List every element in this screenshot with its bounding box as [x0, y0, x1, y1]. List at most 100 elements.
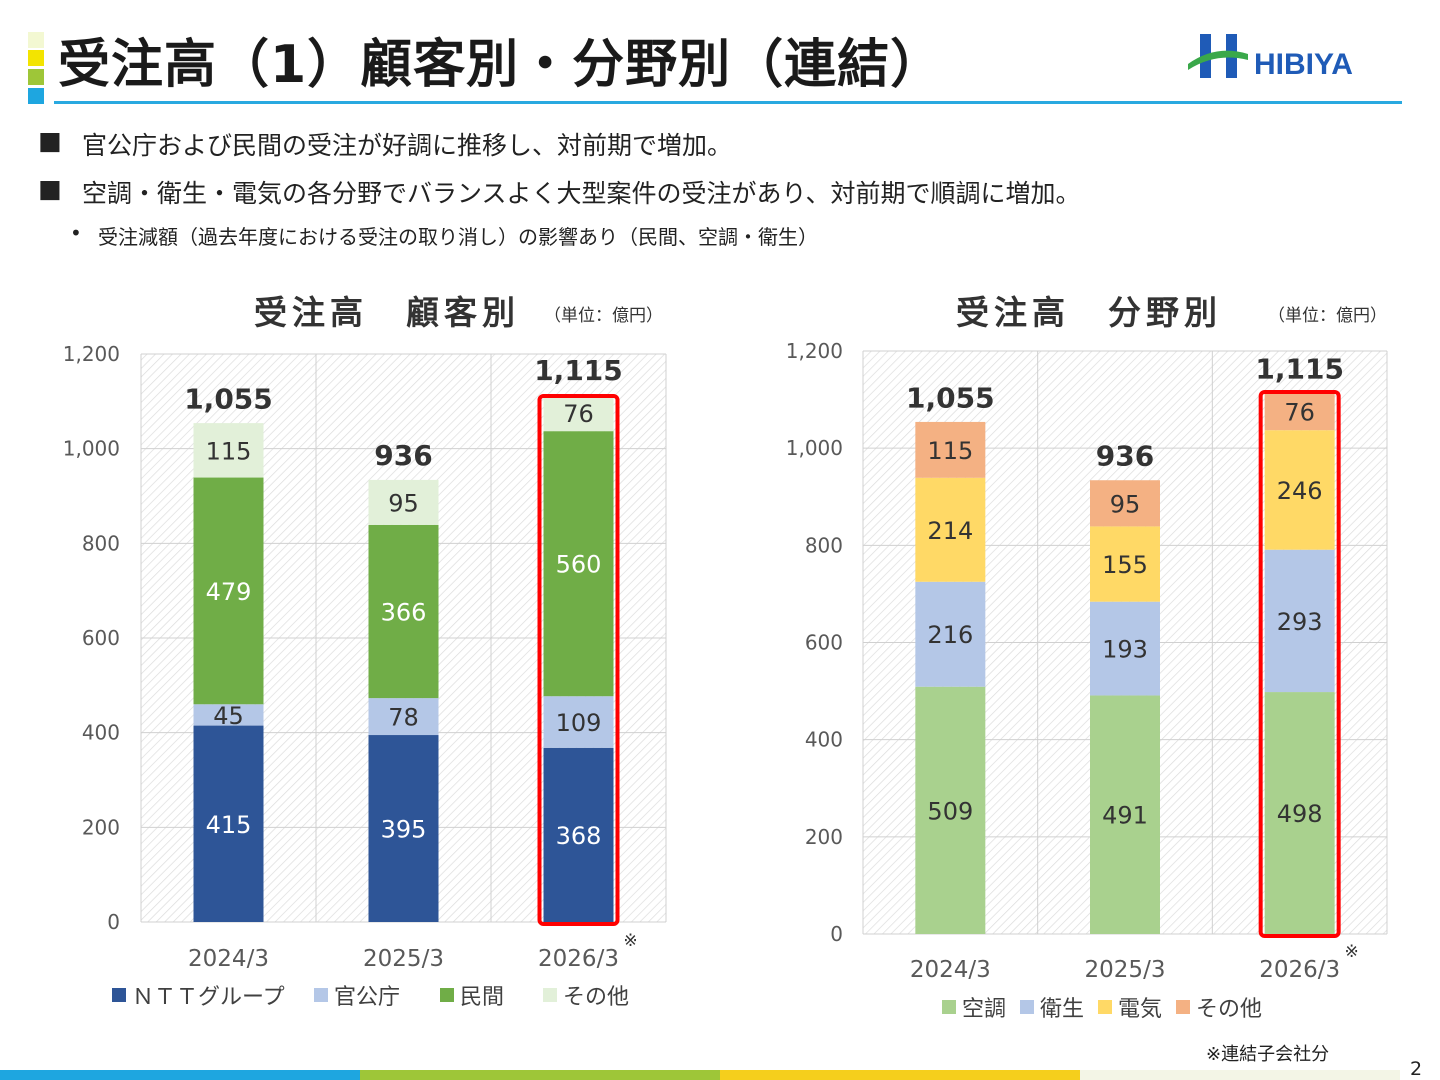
- bar-segment: [915, 421, 986, 478]
- y-tick-label: 0: [830, 922, 843, 946]
- legend-swatch: [112, 988, 126, 1002]
- chart-field-title: 受注高 分野別: [956, 293, 1222, 332]
- bar-segment: [193, 704, 264, 726]
- bar-segment: [1264, 393, 1335, 431]
- chart-field: 0 200 400 600 800 1,000 1,200 509 216 214 115 1,055…: [786, 339, 1388, 1022]
- bar-total-label: 1,055: [184, 383, 273, 416]
- logo-mark-icon: [1188, 34, 1248, 78]
- legend-swatch: [1176, 1000, 1190, 1014]
- bar-value-label: 479: [206, 578, 252, 606]
- bar-value-label: 115: [206, 437, 252, 465]
- legend-label: 電気: [1118, 997, 1162, 1022]
- bullet-2-text: 空調・衛生・電気の各分野でバランスよく大型案件の受注があり、対前期で順調に増加。: [82, 179, 1081, 208]
- title-accent-blue: [28, 88, 44, 104]
- bar-segment: [1264, 430, 1335, 550]
- x-tick-label: 2025/3: [363, 946, 444, 972]
- bar-segment: [368, 698, 439, 736]
- y-tick-label: 1,000: [63, 437, 120, 461]
- bar-value-label: 78: [388, 704, 419, 732]
- bullet-dot-icon: •: [70, 221, 82, 245]
- legend-swatch: [440, 988, 454, 1002]
- bar-value-label: 193: [1102, 636, 1148, 664]
- legend-label: 民間: [460, 985, 504, 1010]
- legend-label: 衛生: [1040, 997, 1084, 1022]
- legend-swatch: [1098, 1000, 1112, 1014]
- sub-bullet-1-text: 受注減額（過去年度における受注の取り消し）の影響あり（民間、空調・衛生）: [98, 225, 818, 249]
- bar-segment: [1090, 695, 1160, 934]
- bar-value-label: 214: [927, 517, 973, 545]
- footer-bar-yellow: [720, 1070, 1080, 1080]
- bar-value-label: 95: [1110, 490, 1141, 518]
- bar-total-label: 1,115: [534, 354, 623, 387]
- chart-customer: 0 200 400 600 800 1,000 1,200 415 45 479 115 1,055 2…: [63, 342, 667, 1010]
- bar-total-label: 936: [374, 439, 432, 472]
- chart-customer-title: 受注高 顧客別: [254, 293, 520, 332]
- bar-value-label: 155: [1102, 551, 1148, 579]
- bar-segment: [193, 477, 264, 705]
- bar-total-label: 936: [1096, 439, 1154, 472]
- bar-value-label: 368: [556, 822, 602, 850]
- y-tick-label: 600: [82, 626, 120, 650]
- bar-value-label: 115: [927, 437, 973, 465]
- bar-segment: [1264, 692, 1335, 934]
- bar-segment: [368, 735, 439, 922]
- x-tick-label: 2026/3: [1259, 957, 1340, 983]
- bullet-square-icon: ■: [38, 174, 62, 203]
- bar-segment: [915, 581, 986, 687]
- y-tick-label: 0: [107, 910, 120, 934]
- y-tick-label: 400: [82, 721, 120, 745]
- bar-segment: [915, 686, 986, 934]
- title-accent-lime: [28, 69, 44, 85]
- legend-label: 官公庁: [334, 985, 400, 1010]
- bar-segment: [193, 725, 264, 922]
- page-title: 受注高（1）顧客別・分野別（連結）: [58, 35, 944, 95]
- bar-value-label: 109: [556, 709, 602, 737]
- highlight-box: [537, 394, 620, 926]
- x-tick-label: 2026/3: [538, 946, 619, 972]
- bar-value-label: 45: [213, 702, 244, 730]
- bar-value-label: 415: [206, 811, 252, 839]
- legend-label: ＮＴＴグループ: [132, 985, 285, 1010]
- category-note-mark: ※: [623, 931, 637, 951]
- bar-segment: [543, 395, 614, 432]
- category-note-mark: ※: [1345, 942, 1359, 962]
- bar-value-label: 216: [927, 621, 973, 649]
- y-tick-label: 200: [805, 825, 843, 849]
- y-tick-label: 800: [805, 533, 843, 557]
- bar-segment: [1090, 526, 1160, 602]
- footer-bar-light: [1080, 1070, 1400, 1080]
- footer-bar-green: [360, 1070, 720, 1080]
- y-tick-label: 200: [82, 815, 120, 839]
- bar-segment: [1090, 601, 1160, 696]
- bar-segment: [543, 696, 614, 748]
- bar-segment: [193, 423, 264, 478]
- logo-text: HIBIYA: [1254, 48, 1353, 81]
- bullet-1-text: 官公庁および民間の受注が好調に推移し、対前期で増加。: [82, 131, 733, 160]
- y-tick-label: 600: [805, 631, 843, 655]
- hibiya-logo: HIBIYA: [1188, 34, 1353, 81]
- bar-segment: [915, 477, 986, 582]
- title-accent-green: [28, 50, 44, 66]
- chart-field-unit: （単位：億円）: [1268, 306, 1387, 326]
- y-tick-label: 1,000: [786, 436, 843, 460]
- bar-value-label: 366: [381, 598, 427, 626]
- legend-swatch: [1020, 1000, 1034, 1014]
- bar-value-label: 246: [1277, 477, 1323, 505]
- y-tick-label: 1,200: [786, 339, 843, 363]
- bar-segment: [543, 431, 614, 697]
- footer-bar-blue: [0, 1070, 360, 1080]
- bar-value-label: 76: [1284, 399, 1315, 427]
- bar-value-label: 76: [563, 400, 594, 428]
- highlight-box: [1258, 390, 1341, 938]
- legend-label: 空調: [962, 997, 1006, 1022]
- bar-segment: [1264, 549, 1335, 693]
- bar-segment: [543, 747, 614, 922]
- bar-value-label: 491: [1102, 802, 1148, 830]
- title-underline: [54, 101, 1402, 104]
- y-tick-label: 400: [805, 728, 843, 752]
- bar-value-label: 395: [381, 816, 427, 844]
- y-tick-label: 800: [82, 531, 120, 555]
- page-number: 2: [1410, 1058, 1423, 1080]
- x-tick-label: 2024/3: [910, 957, 991, 983]
